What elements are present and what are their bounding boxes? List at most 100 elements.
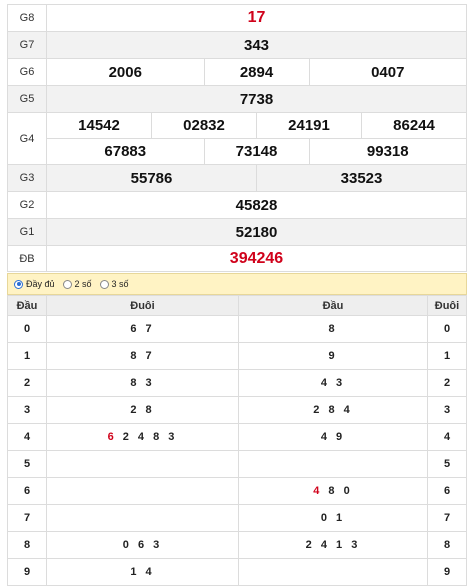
- highlight-digit: 4: [313, 485, 323, 497]
- row-key: 6: [427, 477, 467, 505]
- row-values: 2 8 4: [238, 396, 428, 424]
- row-key: 3: [7, 396, 47, 424]
- prize-number: 67883: [46, 138, 205, 165]
- digits: 0 6 3: [122, 539, 163, 551]
- prize-label: G5: [7, 85, 47, 113]
- row-values: 8 7: [46, 342, 239, 370]
- row-key: 5: [7, 450, 47, 478]
- table-row: 9: [238, 558, 467, 586]
- row-values: [238, 450, 428, 478]
- prize-label: ĐB: [7, 245, 47, 272]
- digits: 2 8 4: [313, 404, 353, 416]
- display-options: Đầy đủ 2 số 3 số: [7, 273, 467, 295]
- row-values: 9: [238, 342, 428, 370]
- option-label: Đầy đủ: [26, 279, 55, 289]
- digits: 0 1: [320, 512, 346, 524]
- digits: 2 4 1 3: [305, 539, 361, 551]
- option-three-digits[interactable]: 3 số: [99, 279, 129, 289]
- prize-number: 86244: [361, 112, 467, 139]
- prize-number: 73148: [203, 138, 310, 165]
- digits: 8 0: [322, 485, 353, 497]
- prize-number: 7738: [46, 85, 467, 113]
- row-values: 4 8 0: [238, 477, 428, 505]
- prize-row-db: ĐB 394246: [7, 245, 467, 272]
- row-key: 7: [427, 504, 467, 532]
- row-key: 2: [427, 369, 467, 397]
- table-row: 5: [7, 450, 239, 478]
- row-key: 1: [427, 342, 467, 370]
- row-key: 9: [427, 558, 467, 586]
- radio-selected-icon[interactable]: [14, 279, 23, 289]
- row-values: 0 1: [238, 504, 428, 532]
- prize-label: G8: [7, 4, 47, 32]
- row-values: 6 2 4 8 3: [46, 423, 239, 451]
- option-two-digits[interactable]: 2 số: [62, 279, 92, 289]
- table-row: 6: [7, 477, 239, 505]
- digits: 4 9: [320, 431, 346, 443]
- table-row: 4 3 2: [238, 369, 467, 397]
- tail-column-header: Đuôi: [427, 295, 467, 316]
- option-label: 2 số: [74, 279, 92, 289]
- radio-icon[interactable]: [62, 279, 72, 289]
- row-values: 6 7: [46, 315, 239, 343]
- table-row: 8 0 6 3: [7, 531, 239, 559]
- digits: 9: [328, 350, 338, 362]
- prize-number: 2006: [46, 58, 205, 86]
- row-values: [46, 450, 239, 478]
- option-full[interactable]: Đầy đủ: [14, 279, 55, 289]
- prize-number: 394246: [46, 245, 467, 272]
- table-row: 9 1 4: [7, 558, 239, 586]
- prize-number: 2894: [203, 58, 310, 86]
- digits: 6 7: [130, 323, 155, 335]
- prize-label: G1: [7, 218, 47, 246]
- row-key: 5: [427, 450, 467, 478]
- table-row: 0 6 7: [7, 315, 239, 343]
- prize-number: 55786: [46, 164, 257, 192]
- prize-number: 99318: [308, 138, 467, 165]
- row-values: 8 3: [46, 369, 239, 397]
- digits: 2 8: [130, 404, 155, 416]
- prize-number: 02832: [151, 112, 257, 139]
- row-key: 6: [7, 477, 47, 505]
- digits: 2 4 8 3: [116, 431, 178, 443]
- prize-number: 24191: [256, 112, 362, 139]
- prize-row-g4b: 67883 73148 99318: [8, 138, 467, 165]
- table-row: 3 2 8: [7, 396, 239, 424]
- table-row: 7: [7, 504, 239, 532]
- table-row: 2 4 1 3 8: [238, 531, 467, 559]
- prize-row-g3: G3 55786 33523: [7, 164, 467, 192]
- digits: 8: [328, 323, 338, 335]
- option-label: 3 số: [111, 279, 129, 289]
- table-row: 1 8 7: [7, 342, 239, 370]
- row-values: [238, 558, 428, 586]
- prize-label: G3: [7, 164, 47, 192]
- row-key: 3: [427, 396, 467, 424]
- prize-number: 52180: [46, 218, 467, 246]
- prize-label: G6: [7, 58, 47, 86]
- prize-label: G2: [7, 191, 47, 219]
- table-row: 2 8 4 3: [238, 396, 467, 424]
- row-values: 4 9: [238, 423, 428, 451]
- tail-column-header: Đuôi: [46, 295, 239, 316]
- prize-row-g4: G4 14542 02832 24191 86244: [7, 112, 467, 165]
- row-values: 8: [238, 315, 428, 343]
- row-values: [46, 504, 239, 532]
- row-values: 2 8: [46, 396, 239, 424]
- digits: 8 7: [130, 350, 155, 362]
- prize-row-g7: G7 343: [7, 31, 467, 59]
- prize-number: 0407: [308, 58, 467, 86]
- prize-row-g1: G1 52180: [7, 218, 467, 246]
- prize-number: 33523: [256, 164, 467, 192]
- row-values: 2 4 1 3: [238, 531, 428, 559]
- row-key: 7: [7, 504, 47, 532]
- radio-icon[interactable]: [99, 279, 109, 289]
- table-row: 2 8 3: [7, 369, 239, 397]
- row-key: 0: [7, 315, 47, 343]
- digits: 8 3: [130, 377, 155, 389]
- table-row: 4 9 4: [238, 423, 467, 451]
